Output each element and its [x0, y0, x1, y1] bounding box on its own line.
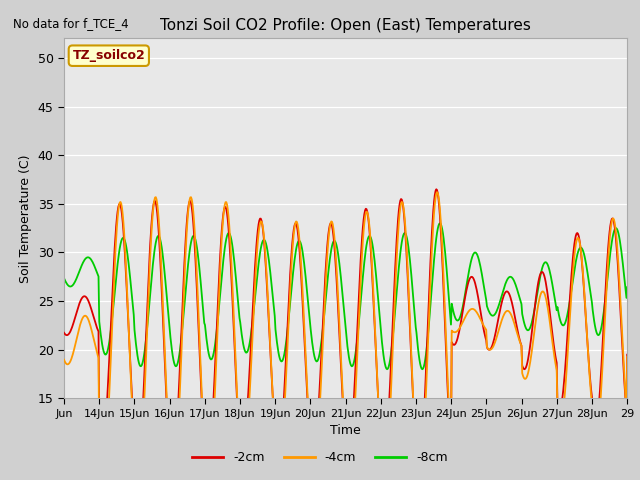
Title: Tonzi Soil CO2 Profile: Open (East) Temperatures: Tonzi Soil CO2 Profile: Open (East) Temp… — [160, 18, 531, 33]
-2cm — [279, 414, 287, 420]
-2cm — [230, 323, 237, 329]
Legend: -2cm, -4cm, -8cm: -2cm, -4cm, -8cm — [187, 446, 453, 469]
-2cm — [433, 186, 440, 192]
-8cm — [60, 275, 68, 281]
-8cm — [258, 242, 266, 248]
-4cm — [623, 354, 631, 360]
-2cm — [126, 358, 134, 364]
-4cm — [230, 328, 238, 334]
-2cm — [404, 274, 412, 279]
-8cm — [623, 284, 631, 290]
-4cm — [433, 189, 441, 195]
-8cm — [436, 220, 444, 226]
-2cm — [60, 330, 68, 336]
Y-axis label: Soil Temperature (C): Soil Temperature (C) — [19, 154, 32, 283]
-4cm — [126, 361, 134, 367]
-4cm — [280, 422, 287, 428]
-4cm — [60, 357, 68, 362]
-2cm — [258, 218, 266, 224]
-8cm — [230, 252, 237, 258]
-8cm — [404, 239, 412, 245]
Line: -2cm: -2cm — [64, 189, 627, 471]
-4cm — [404, 281, 412, 287]
X-axis label: Time: Time — [330, 424, 361, 437]
Text: TZ_soilco2: TZ_soilco2 — [72, 49, 145, 62]
Text: No data for f_TCE_4: No data for f_TCE_4 — [13, 17, 129, 30]
-2cm — [437, 226, 445, 231]
-2cm — [623, 352, 631, 358]
-8cm — [437, 221, 445, 227]
-4cm — [259, 221, 266, 227]
Line: -4cm: -4cm — [64, 192, 627, 480]
-4cm — [437, 217, 445, 223]
-8cm — [419, 366, 426, 372]
Line: -8cm: -8cm — [64, 223, 627, 369]
-2cm — [415, 468, 422, 474]
-8cm — [126, 275, 134, 280]
-8cm — [279, 357, 287, 363]
